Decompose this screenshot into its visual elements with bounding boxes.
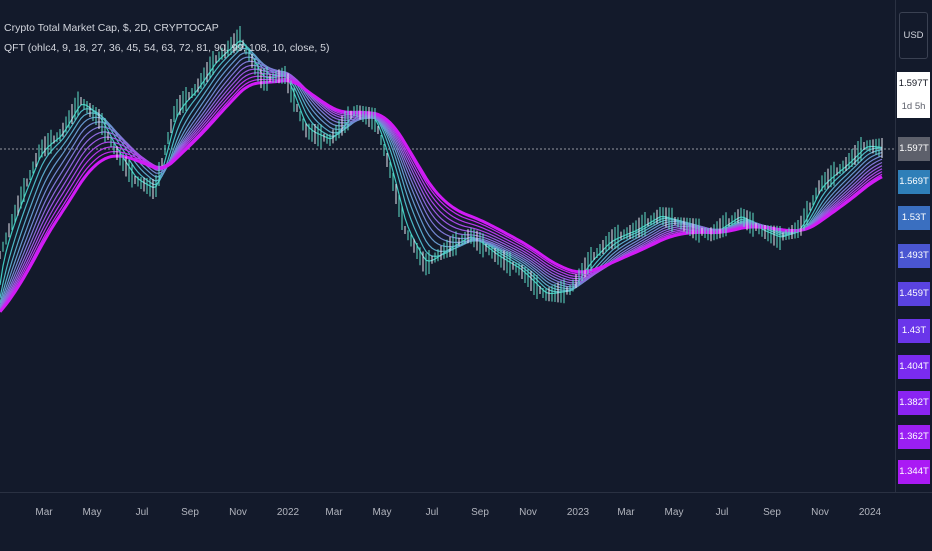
time-label: Jul <box>715 507 729 518</box>
time-label: Nov <box>519 507 537 518</box>
price-tag: 1.404T <box>898 355 930 379</box>
price-tag: 1.493T <box>898 244 930 268</box>
time-label: Sep <box>471 507 489 518</box>
price-tag: 1.597T <box>898 137 930 161</box>
price-tag: 1.362T <box>898 425 930 449</box>
currency-label: USD <box>903 30 924 41</box>
last-price-box: 1.597T 1d 5h <box>897 72 930 118</box>
chart-title[interactable]: Crypto Total Market Cap, $, 2D, CRYPTOCA… <box>4 22 219 34</box>
currency-button[interactable]: USD <box>899 12 928 59</box>
time-label: May <box>664 507 684 518</box>
time-label: May <box>372 507 392 518</box>
time-label: 2024 <box>858 507 882 518</box>
ma-ribbon-line <box>0 77 883 312</box>
price-tag: 1.53T <box>898 206 930 230</box>
price-tag: 1.344T <box>898 460 930 484</box>
time-label: 2022 <box>276 507 300 518</box>
price-tag: 1.382T <box>898 391 930 415</box>
ma-ribbon-line <box>0 79 883 313</box>
ma-ribbon-line <box>0 68 883 311</box>
time-label: Mar <box>617 507 635 518</box>
time-label: Jul <box>425 507 439 518</box>
ma-ribbon-line <box>0 75 883 312</box>
time-label: Nov <box>229 507 247 518</box>
price-tag: 1.459T <box>898 282 930 306</box>
last-price-value: 1.597T <box>898 78 929 89</box>
price-tag: 1.43T <box>898 319 930 343</box>
time-scale[interactable]: Mar May Jul Sep Nov 2022 Mar May Jul Sep Nov 2023 Ma… <box>0 492 932 551</box>
time-label: 2023 <box>566 507 590 518</box>
chart-area[interactable]: Crypto Total Market Cap, $, 2D, CRYPTOCA… <box>0 0 895 492</box>
time-label: Sep <box>181 507 199 518</box>
time-label: Jul <box>135 507 149 518</box>
ma-ribbon-line <box>0 72 883 312</box>
indicator-legend[interactable]: QFT (ohlc4, 9, 18, 27, 36, 45, 54, 63, 7… <box>4 42 330 54</box>
time-label: Sep <box>763 507 781 518</box>
time-label: Mar <box>325 507 343 518</box>
bar-countdown: 1d 5h <box>901 101 926 112</box>
price-scale[interactable]: 1.597T 1.569T 1.53T 1.493T 1.459T 1.43T 1.404T… <box>895 0 932 492</box>
price-tag: 1.569T <box>898 170 930 194</box>
time-label: Nov <box>811 507 829 518</box>
time-label: May <box>82 507 102 518</box>
price-chart[interactable] <box>0 0 895 492</box>
time-label: Mar <box>35 507 53 518</box>
